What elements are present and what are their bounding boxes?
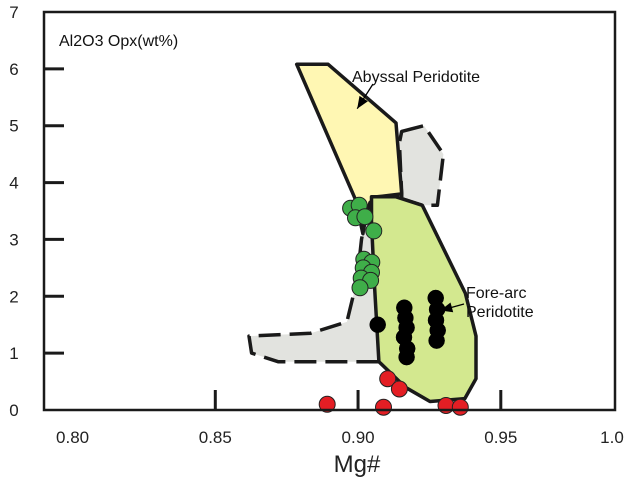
x-tick-label: 0.90 (342, 428, 375, 447)
y-tick-label: 1 (9, 344, 18, 363)
annotation-abyssal-arrowhead (357, 95, 368, 109)
y-tick-label: 4 (9, 174, 18, 193)
x-axis-title: Mg# (334, 451, 381, 478)
annotation-forearc-arrowhead (440, 302, 454, 313)
annotation-forearc: Fore-arc Peridotite (440, 285, 534, 321)
red-point (318, 395, 336, 413)
y-tick-label: 2 (9, 287, 18, 306)
annotation-forearc-label-line1: Fore-arc (466, 285, 526, 302)
red-point (379, 370, 397, 388)
green-point (356, 208, 374, 226)
green-point (351, 279, 369, 297)
annotation-abyssal: Abyssal Peridotite (352, 69, 480, 110)
plot-frame (42, 10, 617, 412)
annotation-forearc-label-line2: Peridotite (466, 304, 534, 321)
red-point (375, 398, 392, 416)
red-point (451, 398, 469, 416)
x-tick-label: 0.95 (484, 428, 517, 447)
x-tick-label: 1.0 (600, 428, 624, 447)
y-tick-label: 0 (9, 401, 18, 420)
black-point (428, 332, 445, 349)
chart-title: Al2O3 Opx(wt%) (59, 33, 178, 50)
red-point (390, 380, 408, 398)
y-tick-label: 7 (9, 3, 18, 22)
x-tick-label: 0.80 (56, 428, 89, 447)
x-tick-label: 0.85 (199, 428, 232, 447)
y-tick-label: 5 (9, 117, 18, 136)
axis-ticks: 0.80 0.85 0.90 0.95 1.0 0 1 2 3 4 5 6 7 (9, 3, 624, 447)
black-point (398, 348, 415, 366)
data-points (318, 196, 469, 416)
y-tick-label: 3 (9, 230, 18, 249)
annotation-abyssal-label: Abyssal Peridotite (352, 69, 480, 86)
y-tick-label: 6 (9, 60, 18, 79)
green-point (365, 222, 383, 240)
black-point (369, 316, 386, 333)
field-regions (247, 62, 478, 404)
